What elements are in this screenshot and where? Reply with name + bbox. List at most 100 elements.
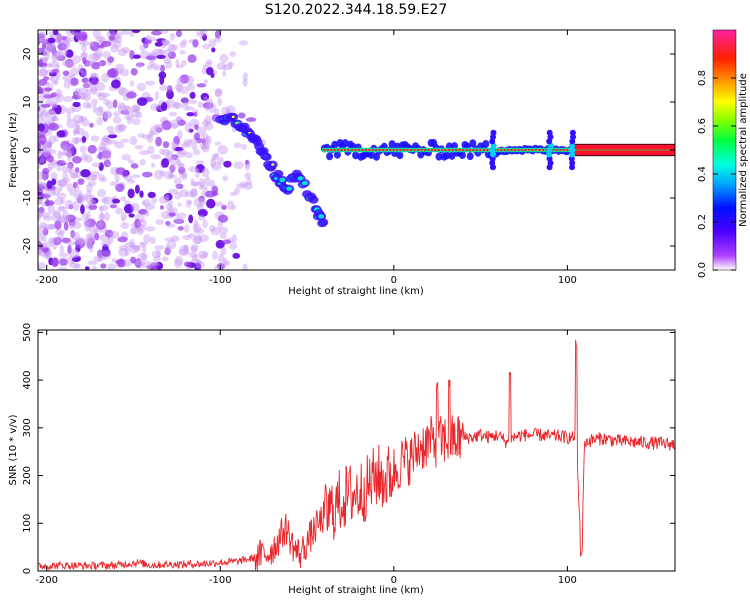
spectrogram-point	[107, 134, 118, 139]
spectrogram-point	[75, 127, 85, 136]
spectrogram-point	[38, 37, 43, 43]
spectrogram-point	[150, 63, 161, 69]
spectrogram-point	[510, 148, 514, 152]
spectrogram-point	[51, 117, 56, 122]
spectrogram-point	[66, 118, 78, 129]
spectrogram-point	[159, 30, 169, 34]
spectrogram-point	[135, 62, 144, 69]
spectrogram-point	[568, 155, 575, 162]
spectrogram-point	[513, 148, 517, 152]
spectrogram-point	[180, 60, 187, 67]
spectrogram-point	[144, 80, 156, 86]
spectrogram-point	[112, 99, 118, 109]
spectrogram-point	[201, 190, 206, 198]
y-tick-label: 0	[22, 568, 33, 574]
spectrogram-point	[179, 41, 187, 49]
spectrogram-point	[163, 171, 174, 180]
spectrogram-point	[318, 214, 325, 219]
spectrogram-point	[38, 114, 43, 119]
spectrogram-point	[192, 223, 202, 233]
spectrogram-marks	[38, 30, 675, 270]
spectrogram-point	[138, 209, 148, 215]
spectrogram-point	[198, 214, 205, 221]
spectrogram-point	[38, 249, 43, 256]
spectrogram-point	[41, 234, 47, 243]
spectrogram-point	[107, 263, 116, 270]
spectrogram-point	[201, 138, 206, 146]
spectrogram-point	[91, 162, 102, 168]
spectrogram-point	[115, 183, 125, 192]
spectrogram-point	[103, 98, 110, 106]
spectrogram-point	[220, 246, 227, 256]
spectrogram-point	[219, 53, 229, 64]
spectrogram-point	[229, 242, 238, 250]
spectrogram-point	[97, 106, 104, 113]
spectrogram-point	[45, 188, 56, 197]
spectrogram-point	[197, 208, 208, 217]
spectrogram-point	[190, 245, 198, 253]
spectrogram-point	[195, 260, 205, 269]
spectrogram-point	[114, 141, 125, 149]
spectrogram-point	[420, 148, 423, 152]
spectrogram-point	[430, 148, 434, 152]
spectrogram-point	[217, 253, 225, 264]
spectrogram-point	[165, 150, 174, 161]
spectrogram-point	[156, 54, 166, 59]
spectrogram-point	[392, 148, 396, 152]
spectrogram-point	[51, 53, 59, 63]
spectrogram-point	[91, 98, 98, 106]
spectrogram-point	[82, 82, 91, 89]
spectrogram-point	[194, 262, 202, 270]
spectrogram-point	[164, 193, 170, 203]
spectrogram-point	[183, 224, 190, 233]
spectrogram-point	[126, 91, 137, 99]
spectrogram-point	[43, 94, 54, 99]
spectrogram-point	[86, 102, 93, 109]
spectrogram-point	[133, 244, 142, 252]
spectrogram-point	[86, 190, 92, 197]
spectrogram-point	[92, 104, 97, 113]
spectrogram-point	[468, 148, 472, 152]
spectrogram-point	[73, 137, 79, 145]
spectrogram-point	[136, 219, 147, 228]
spectrogram-point	[38, 182, 47, 187]
spectrogram-point	[54, 35, 63, 44]
x-tick-label: -100	[209, 575, 232, 586]
spectrogram-point	[158, 196, 169, 204]
spectrogram-point	[44, 53, 51, 61]
spectrogram-point	[123, 203, 134, 214]
spectrogram-point	[67, 255, 75, 265]
spectrogram-x-label: Height of straight line (km)	[288, 286, 424, 297]
spectrogram-point	[129, 80, 135, 87]
spectrogram-point	[131, 227, 139, 235]
spectrogram-point	[179, 74, 190, 84]
spectrogram-point	[91, 61, 101, 70]
spectrogram-point	[444, 148, 448, 152]
spectrogram-point	[114, 124, 124, 133]
spectrogram-point	[406, 148, 410, 152]
spectrogram-point	[202, 119, 210, 128]
spectrogram-point	[130, 245, 141, 250]
spectrogram-point	[208, 39, 217, 48]
spectrogram-point	[89, 87, 98, 93]
spectrogram-point	[100, 249, 111, 260]
spectrogram-point	[196, 126, 207, 136]
spectrogram-point	[170, 154, 179, 160]
spectrogram-point	[181, 171, 188, 181]
spectrogram-point	[146, 133, 154, 144]
spectrogram-point	[79, 93, 88, 100]
spectrogram-point	[60, 36, 68, 41]
spectrogram-point	[127, 159, 135, 165]
spectrogram-point	[159, 49, 166, 55]
x-tick-label: -200	[35, 575, 58, 586]
spectrogram-point	[189, 188, 198, 199]
spectrogram-point	[59, 151, 70, 156]
spectrogram-point	[97, 93, 107, 101]
spectrogram-point	[46, 180, 53, 190]
spectrogram-point	[71, 137, 79, 144]
spectrogram-point	[489, 155, 496, 162]
spectrogram-point	[107, 139, 118, 145]
spectrogram-point	[84, 266, 90, 270]
spectrogram-point	[175, 183, 184, 190]
spectrogram-point	[81, 51, 89, 60]
